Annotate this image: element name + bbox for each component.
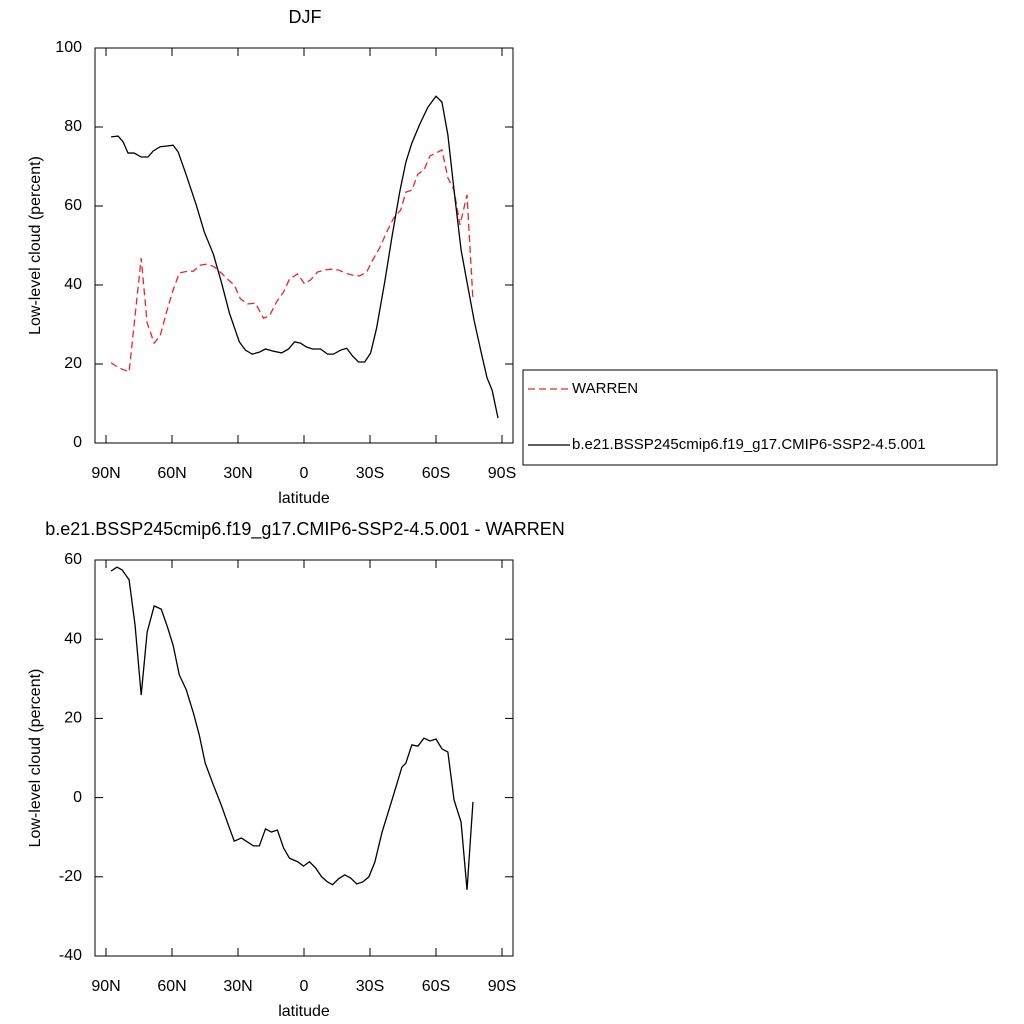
y-axis-label: Low-level cloud (percent) [27,669,44,848]
legend-label: WARREN [572,380,638,397]
y-axis-label: Low-level cloud (percent) [27,156,44,335]
chart-title: DJF [289,7,322,27]
y-tick-label: 40 [64,276,82,293]
y-tick-label: 60 [64,197,82,214]
y-tick-label: -20 [59,868,82,885]
plot-frame [94,559,514,957]
y-tick-label: 20 [64,355,82,372]
x-tick-label: 60N [157,978,186,995]
y-tick-label: -40 [59,947,82,964]
x-tick-label: 60S [422,465,450,482]
y-tick-label: 0 [73,434,82,451]
x-tick-label: 30S [356,978,384,995]
x-tick-label: 90S [488,978,516,995]
y-tick-label: 60 [64,551,82,568]
y-tick-label: 80 [64,118,82,135]
x-tick-label: 90N [91,978,120,995]
x-tick-label: 30S [356,465,384,482]
x-axis-label: latitude [278,1003,330,1020]
x-tick-label: 30N [223,978,252,995]
x-tick-label: 90N [91,465,120,482]
legend-box [522,369,998,466]
x-tick-label: 90S [488,465,516,482]
data-line [110,95,499,419]
x-axis-label: latitude [278,490,330,507]
plot-frame [94,47,514,444]
y-tick-label: 40 [64,630,82,647]
y-tick-label: 100 [55,39,82,56]
y-tick-label: 20 [64,710,82,727]
data-line [110,148,474,373]
x-tick-label: 60N [157,465,186,482]
data-line [110,566,474,890]
y-tick-label: 0 [73,789,82,806]
x-tick-label: 0 [300,465,309,482]
x-tick-label: 0 [300,978,309,995]
legend-label: b.e21.BSSP245cmip6.f19_g17.CMIP6-SSP2-4.… [572,436,926,453]
x-tick-label: 60S [422,978,450,995]
chart-title: b.e21.BSSP245cmip6.f19_g17.CMIP6-SSP2-4.… [45,519,565,540]
x-tick-label: 30N [223,465,252,482]
